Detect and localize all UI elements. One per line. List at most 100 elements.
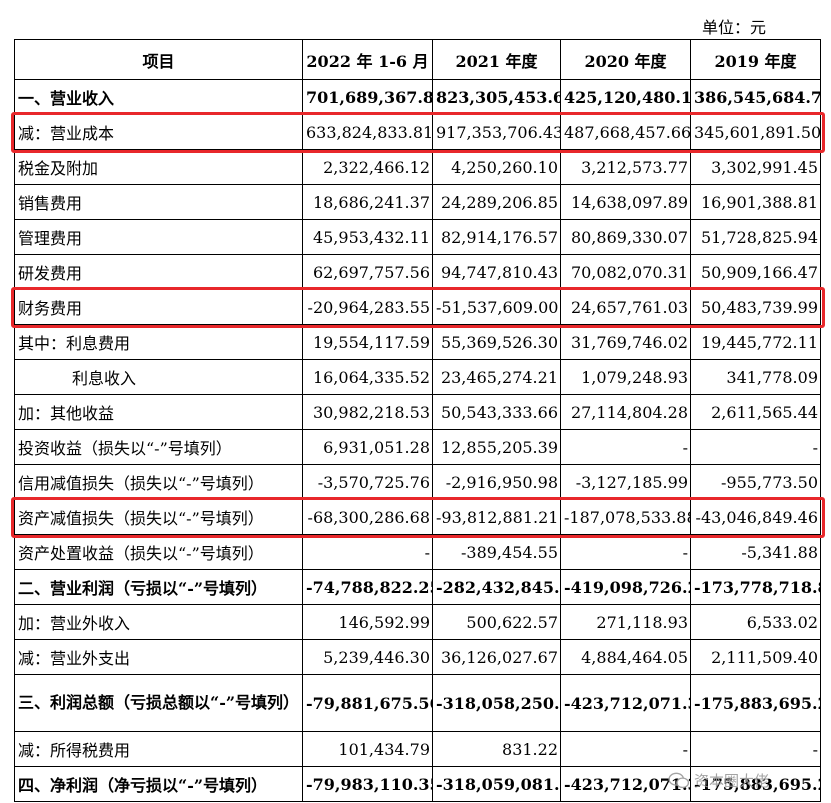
row-value: 271,118.93 [560,604,691,640]
table-row: 管理费用 45,953,432.11 82,914,176.57 80,869,330… [14,219,821,255]
header-item: 项目 [14,39,303,80]
row-value: - [560,429,691,465]
row-label: 减：营业外支出 [14,639,303,675]
row-value: 14,638,097.89 [560,184,691,220]
row-value: 51,728,825.94 [690,219,821,255]
table-header-row: 项目 2022 年 1-6 月 2021 年度 2020 年度 2019 年度 [14,39,821,80]
row-value: 36,126,027.67 [432,639,561,675]
row-value: 146,592.99 [302,604,433,640]
row-value: 3,212,573.77 [560,149,691,185]
row-value: 425,120,480.11 [560,79,691,115]
row-value: 16,901,388.81 [690,184,821,220]
row-label: 利息收入 [14,359,303,395]
row-value: -79,881,675.56 [302,674,433,732]
row-value: 55,369,526.30 [432,324,561,360]
row-value: -423,712,071.33 [560,674,691,732]
table-row: 加：其他收益 30,982,218.53 50,543,333.66 27,114,8… [14,394,821,430]
row-value: 4,884,464.05 [560,639,691,675]
row-value: 2,111,509.40 [690,639,821,675]
row-value: 6,931,051.28 [302,429,433,465]
table-row: 利息收入 16,064,335.52 23,465,274.21 1,079,248.… [14,359,821,395]
header-2020: 2020 年度 [560,39,691,80]
row-value: -74,788,822.25 [302,569,433,605]
table-row: 二、营业利润（亏损以“-”号填列） -74,788,822.25 -282,432,… [14,569,821,605]
row-value: 917,353,706.43 [432,114,561,150]
row-value: 500,622.57 [432,604,561,640]
table-row: 财务费用 -20,964,283.55 -51,537,609.00 24,657,7… [14,289,821,325]
row-label: 投资收益（损失以“-”号填列） [14,429,303,465]
row-value: 4,250,260.10 [432,149,561,185]
row-label: 加：营业外收入 [14,604,303,640]
header-2022h1: 2022 年 1-6 月 [302,39,433,80]
row-value: -318,059,081.70 [432,766,561,802]
row-value: 2,611,565.44 [690,394,821,430]
row-value: 18,686,241.37 [302,184,433,220]
row-value: -3,127,185.99 [560,464,691,500]
row-value: -51,537,609.00 [432,289,561,325]
row-label: 研发费用 [14,254,303,290]
row-value: - [560,731,691,767]
row-value: -175,883,695.24 [690,766,821,802]
header-2021: 2021 年度 [432,39,561,80]
row-value: 31,769,746.02 [560,324,691,360]
table-row: 三、利润总额（亏损总额以“-”号填列） -79,881,675.56 -318,05… [14,674,821,732]
row-value: 3,302,991.45 [690,149,821,185]
table-row: 税金及附加 2,322,466.12 4,250,260.10 3,212,573.7… [14,149,821,185]
row-value: -43,046,849.46 [690,499,821,535]
row-value: 23,465,274.21 [432,359,561,395]
row-value: 101,434.79 [302,731,433,767]
row-value: - [560,534,691,570]
row-value: - [690,429,821,465]
row-value: 24,657,761.03 [560,289,691,325]
table-row: 投资收益（损失以“-”号填列） 6,931,051.28 12,855,205.39… [14,429,821,465]
row-value: 50,909,166.47 [690,254,821,290]
row-label: 资产处置收益（损失以“-”号填列） [14,534,303,570]
row-value: -423,712,071.33 [560,766,691,802]
row-value: -389,454.55 [432,534,561,570]
table-row: 加：营业外收入 146,592.99 500,622.57 271,118.93 6,5… [14,604,821,640]
row-value: 16,064,335.52 [302,359,433,395]
table-row: 四、净利润（净亏损以“-”号填列） -79,983,110.35 -318,059,… [14,766,821,802]
row-value: 19,445,772.11 [690,324,821,360]
row-label: 财务费用 [14,289,303,325]
table-row: 研发费用 62,697,757.56 94,747,810.43 70,082,070… [14,254,821,290]
row-label: 减：营业成本 [14,114,303,150]
row-value: - [690,731,821,767]
row-value: -173,778,718.86 [690,569,821,605]
table-row: 减：营业外支出 5,239,446.30 36,126,027.67 4,884,46… [14,639,821,675]
row-value: 12,855,205.39 [432,429,561,465]
row-value: 831.22 [432,731,561,767]
row-value: -419,098,726.21 [560,569,691,605]
row-value: 70,082,070.31 [560,254,691,290]
row-label: 三、利润总额（亏损总额以“-”号填列） [14,674,303,732]
table-row: 减：所得税费用 101,434.79 831.22- - [14,731,821,767]
row-value: 487,668,457.66 [560,114,691,150]
row-value: 2,322,466.12 [302,149,433,185]
row-value: 1,079,248.93 [560,359,691,395]
row-label: 四、净利润（净亏损以“-”号填列） [14,766,303,802]
row-value: 45,953,432.11 [302,219,433,255]
table-row: 信用减值损失（损失以“-”号填列） -3,570,725.76 -2,916,950… [14,464,821,500]
table-row: 资产减值损失（损失以“-”号填列） -68,300,286.68 -93,812,8… [14,499,821,535]
row-value: -955,773.50 [690,464,821,500]
table-row: 销售费用 18,686,241.37 24,289,206.85 14,638,097… [14,184,821,220]
watermark: 资本圈大佬 [668,770,769,791]
row-value: -318,058,250.48 [432,674,561,732]
row-value: 82,914,176.57 [432,219,561,255]
row-value: -2,916,950.98 [432,464,561,500]
row-label: 资产减值损失（损失以“-”号填列） [14,499,303,535]
header-2019: 2019 年度 [690,39,821,80]
row-value: -282,432,845.38 [432,569,561,605]
row-value: 24,289,206.85 [432,184,561,220]
table-row: 一、营业收入701,689,367.80823,305,453.69425,12… [14,79,821,115]
row-value: -20,964,283.55 [302,289,433,325]
row-label: 税金及附加 [14,149,303,185]
watermark-text: 资本圈大佬 [694,772,770,790]
unit-label: 单位：元 [702,18,767,37]
row-value: 80,869,330.07 [560,219,691,255]
row-value: -68,300,286.68 [302,499,433,535]
row-value: 62,697,757.56 [302,254,433,290]
row-label: 其中：利息费用 [14,324,303,360]
row-value: 30,982,218.53 [302,394,433,430]
row-value: 6,533.02 [690,604,821,640]
